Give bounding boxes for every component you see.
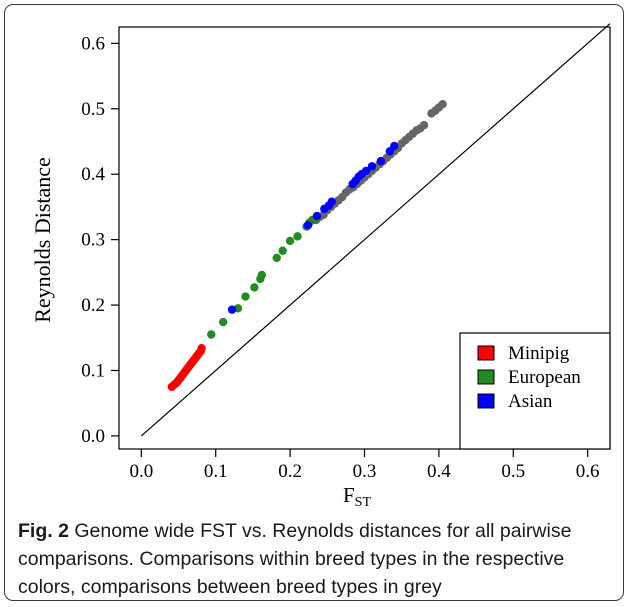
- point-asian: [367, 162, 377, 171]
- point-european: [293, 232, 302, 241]
- caption-text: Genome wide FST vs. Reynolds distances f…: [18, 520, 572, 598]
- point-asian: [312, 211, 322, 221]
- point-european: [250, 283, 259, 292]
- point-european: [272, 253, 281, 263]
- point-european: [218, 317, 228, 327]
- legend-swatch-asian: [477, 393, 495, 409]
- legend: Minipig European Asian: [459, 332, 611, 450]
- legend-swatch-minipig: [477, 345, 495, 361]
- point-european: [278, 246, 287, 255]
- y-tick-label: 0.6: [81, 33, 105, 54]
- point-european: [285, 236, 295, 246]
- x-tick-label: 0.6: [576, 461, 600, 482]
- x-axis-label-main: F: [343, 483, 355, 507]
- x-tick-label: 0.2: [278, 461, 302, 482]
- x-tick-label: 0.1: [204, 461, 228, 482]
- y-tick-label: 0.2: [81, 295, 105, 316]
- point-european: [257, 270, 267, 280]
- x-axis-label: FST: [343, 483, 371, 510]
- legend-label-european: European: [508, 367, 581, 388]
- y-tick-label: 0.1: [81, 360, 105, 381]
- identity-line: [140, 23, 611, 437]
- point-asian: [376, 156, 386, 166]
- x-axis-label-sub: ST: [355, 495, 372, 510]
- point-asian: [361, 166, 371, 176]
- point-european: [241, 292, 250, 301]
- caption-label: Fig. 2: [18, 520, 69, 542]
- y-axis-label: Reynolds Distance: [30, 157, 55, 323]
- x-tick-label: 0.5: [501, 461, 525, 482]
- legend-label-minipig: Minipig: [508, 343, 570, 364]
- y-tick-label: 0.5: [81, 99, 105, 120]
- x-tick-label: 0.3: [353, 461, 377, 482]
- x-tick-label: 0.4: [427, 461, 451, 482]
- legend-swatch-european: [477, 369, 495, 385]
- legend-label-asian: Asian: [508, 391, 553, 412]
- point-minipig: [197, 344, 206, 353]
- point-asian: [390, 141, 399, 151]
- point-european: [207, 330, 216, 339]
- y-tick-label: 0.4: [81, 164, 105, 185]
- scatter-plot: 0.0 0.1 0.2 0.3 0.4 0.5 0.6 0.0 0.1 0.2 0.3 0.4 0.5 0…: [30, 23, 611, 510]
- figure-frame: [4, 4, 624, 601]
- figure-caption: Fig. 2 Genome wide FST vs. Reynolds dist…: [18, 517, 608, 601]
- x-tick-label: 0.0: [129, 461, 153, 482]
- y-tick-label: 0.3: [81, 230, 105, 251]
- point-grey: [438, 100, 447, 109]
- point-asian: [303, 221, 313, 230]
- point-asian: [227, 305, 237, 314]
- y-tick-label: 0.0: [81, 426, 105, 447]
- point-asian: [327, 197, 336, 206]
- point-grey: [419, 120, 429, 130]
